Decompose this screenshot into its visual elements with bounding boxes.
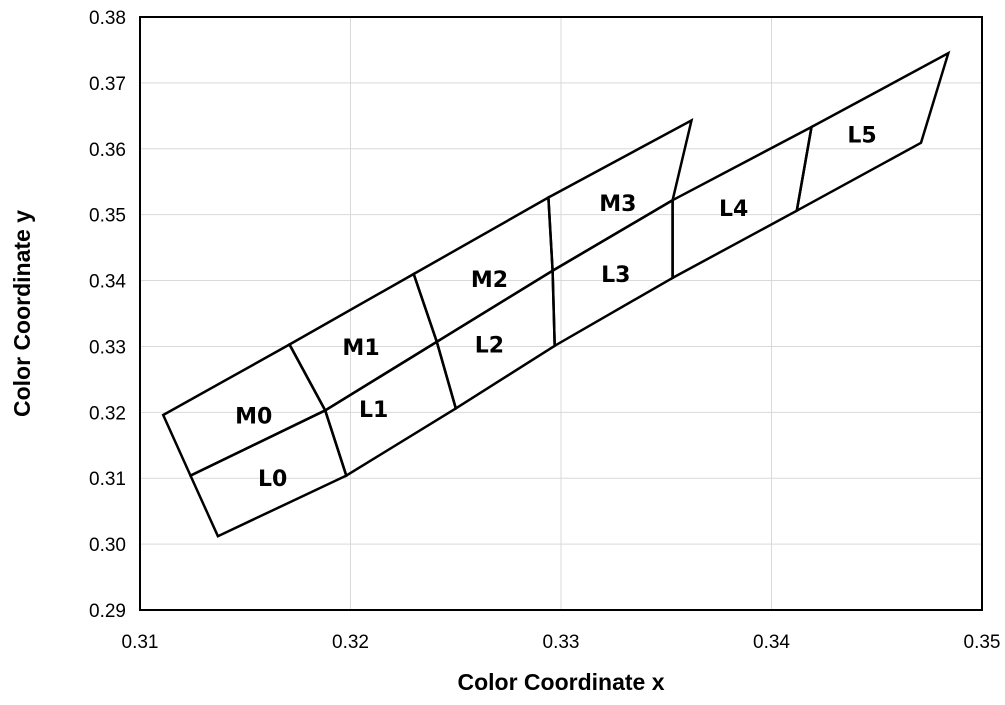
y-tick-label: 0.33: [89, 337, 126, 358]
bin-label-m3: M3: [599, 192, 636, 217]
bin-cells: [161, 50, 951, 538]
bin-l1: [323, 339, 458, 478]
bin-label-m1: M1: [342, 336, 379, 361]
x-tick-label: 0.35: [964, 632, 1001, 653]
y-tick-label: 0.34: [89, 272, 126, 293]
bin-label-l0: L0: [258, 467, 287, 492]
bin-label-l5: L5: [847, 123, 876, 148]
x-axis-title: Color Coordinate x: [457, 669, 664, 695]
bin-label-l2: L2: [475, 333, 504, 358]
y-tick-label: 0.35: [89, 206, 126, 227]
x-tick-labels: 0.31 0.32 0.33 0.34 0.35: [122, 632, 1001, 653]
y-tick-label: 0.29: [89, 601, 126, 622]
y-axis-title: Color Coordinate y: [9, 210, 35, 417]
x-tick-label: 0.31: [122, 632, 159, 653]
y-tick-label: 0.31: [89, 469, 126, 490]
bin-l5: [795, 50, 951, 214]
x-tick-label: 0.33: [543, 632, 580, 653]
bin-label-l3: L3: [601, 263, 630, 288]
bin-label-m2: M2: [471, 268, 508, 293]
bin-labels: M0 L0 M1 L1 M2 L2 M3 L3 L4 L5: [235, 123, 877, 492]
x-tick-label: 0.34: [753, 632, 790, 653]
gridlines: [139, 16, 983, 611]
y-tick-label: 0.38: [89, 8, 126, 29]
y-tick-label: 0.30: [89, 535, 126, 556]
bin-label-m0: M0: [235, 405, 272, 430]
bin-label-l1: L1: [359, 398, 388, 423]
y-tick-label: 0.32: [89, 403, 126, 424]
bin-label-l4: L4: [719, 197, 748, 222]
x-tick-label: 0.32: [332, 632, 369, 653]
y-tick-label: 0.36: [89, 140, 126, 161]
y-tick-labels: 0.29 0.30 0.31 0.32 0.33 0.34 0.35 0.36 0.37 0.38: [89, 8, 126, 622]
y-tick-label: 0.37: [89, 74, 126, 95]
plot-area-frame: [139, 16, 983, 611]
